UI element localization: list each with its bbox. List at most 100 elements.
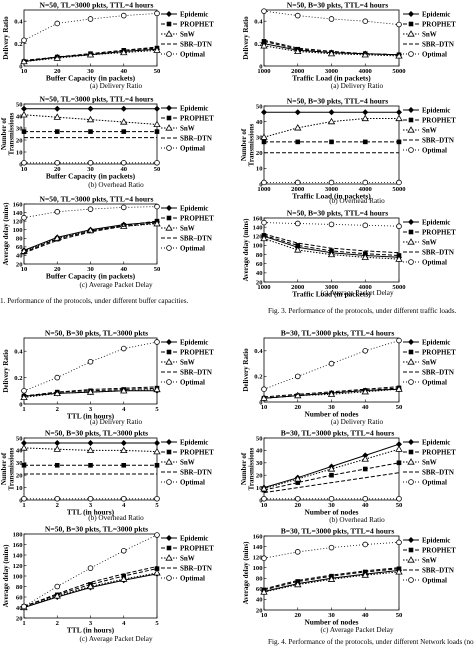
point-p7-4-1: [54, 374, 61, 381]
legend-label-p5-2: SnW: [422, 127, 437, 135]
legend-label-p8-2: SnW: [180, 459, 195, 467]
series-line-p9-4: [23, 534, 158, 607]
x-tick-label-p9-0: 1: [22, 620, 25, 627]
series-p2-4: [21, 160, 160, 166]
point-p9-2-1: [53, 592, 61, 599]
point-p5-2-4: [395, 114, 403, 122]
series-p1-4: [21, 10, 160, 44]
legend-marker-p1-4: [166, 51, 172, 57]
point-p10-2-4: [395, 385, 403, 392]
legend-label-p12-0: Epidemic: [422, 537, 450, 545]
y-axis-label-p3: Average delay (mins): [2, 202, 10, 266]
y-axis-label-p4: Delivery Ratio: [242, 16, 250, 60]
point-p2-4-1: [54, 160, 61, 166]
x-tick-label-p4-2: 3000: [325, 68, 339, 75]
y-tick-label-p11-0: 0: [259, 497, 263, 504]
legend-marker-p10-4: [408, 379, 414, 385]
point-p7-2-2: [86, 388, 95, 395]
legend-label-p8-1: PROPHET: [180, 449, 214, 457]
legend-label-p5-3: SBR–DTN: [422, 137, 454, 145]
x-tick-label-p5-2: 3000: [325, 186, 339, 193]
point-p2-0-4: [154, 105, 160, 112]
x-axis-label-p2: Buffer Capacity (in packets): [46, 172, 136, 181]
series-p4-3: [263, 39, 400, 56]
point-p6-2-2: [327, 250, 336, 258]
point-p12-4-2: [328, 544, 335, 551]
y-tick-label-p2-2: 20: [16, 137, 23, 144]
point-p4-4-0: [261, 8, 267, 14]
point-p9-2-3: [120, 575, 128, 582]
point-p3-2-2: [86, 226, 95, 234]
x-tick-label-p3-3: 40: [120, 266, 127, 273]
caption-p2: (b) Overhead Ratio: [88, 181, 144, 189]
point-p8-4-1: [54, 495, 61, 502]
point-p8-0-4: [154, 439, 160, 446]
point-p11-2-4: [395, 445, 403, 452]
series-p7-4: [21, 339, 160, 394]
series-p1-3: [23, 46, 158, 61]
y-tick-label-p6-0: 20: [256, 279, 263, 286]
legend-marker-p5-1: [408, 117, 414, 123]
y-tick-label-p7-0: 0: [19, 401, 23, 408]
point-p5-0-2: [328, 109, 335, 116]
point-p1-4-4: [154, 10, 160, 17]
point-p5-0-4: [396, 109, 402, 116]
point-p5-1-4: [396, 139, 402, 145]
y-tick-label-p8-2: 20: [16, 473, 23, 480]
x-tick-label-p11-2: 30: [328, 502, 335, 509]
legend-label-p1-2: SnW: [180, 31, 195, 39]
y-tick-label-p6-2: 60: [256, 261, 263, 268]
y-tick-label-p6-5: 120: [253, 234, 264, 241]
point-p7-2-4: [153, 385, 161, 393]
series-p8-4: [21, 495, 160, 502]
x-tick-label-p12-0: 10: [261, 612, 268, 619]
point-p4-2-1: [294, 47, 302, 55]
series-p6-4: [261, 219, 402, 230]
x-tick-label-p1-2: 30: [87, 68, 94, 75]
point-p9-2-4: [153, 569, 161, 576]
point-p8-1-0: [21, 462, 27, 468]
caption-p4: (a) Delivery Ratio: [330, 82, 384, 90]
legend-marker-p12-2: [407, 556, 415, 563]
x-tick-label-p12-1: 20: [294, 612, 301, 619]
legend-marker-p3-2: [165, 224, 173, 231]
y-tick-label-p10-2: 0.4: [254, 348, 263, 355]
legend-label-p9-1: PROPHET: [180, 545, 214, 553]
legend-marker-p5-2: [407, 126, 415, 133]
point-p9-2-2: [86, 582, 95, 590]
legend-label-p5-0: Epidemic: [422, 107, 450, 115]
caption-p11: (b) Overhead Ratio: [329, 516, 385, 524]
y-tick-label-p9-8: 180: [13, 531, 24, 538]
chart-title-p4: N=50, B=30 pkts, TTL=4 hours: [287, 1, 389, 10]
point-p5-4-2: [328, 179, 335, 186]
legend-label-p11-4: Optimal: [422, 479, 447, 487]
point-p2-0-0: [21, 105, 27, 112]
point-p12-4-4: [396, 539, 402, 546]
point-p8-4-4: [154, 495, 160, 502]
legend-label-p12-2: SnW: [422, 557, 437, 565]
point-p3-4-2: [87, 206, 94, 212]
point-p8-1-1: [54, 462, 60, 468]
caption-p8: (b) Overhead Ratio: [88, 514, 144, 522]
y-tick-label-p11-2: 20: [256, 473, 263, 480]
legend-marker-p12-4: [408, 577, 414, 583]
y-tick-label-p6-4: 100: [253, 243, 264, 250]
plot-frame-p5: [263, 105, 400, 185]
point-p2-2-2: [86, 115, 95, 123]
y-tick-label-p11-4: 40: [256, 448, 263, 455]
chart-title-p1: N=50, TL=3000 pkts, TTL=4 hours: [40, 1, 154, 10]
series-p12-4: [261, 539, 402, 562]
legend-label-p5-4: Optimal: [422, 147, 447, 155]
y-tick-label-p5-0: 0: [259, 181, 263, 188]
point-p4-4-3: [362, 18, 369, 25]
y-tick-label-p5-2: 20: [256, 150, 263, 157]
y-tick-label-p9-2: 60: [16, 594, 23, 601]
legend-label-p10-4: Optimal: [422, 379, 447, 387]
series-p6-2: [260, 234, 403, 262]
y-tick-label-p11-5: 50: [256, 435, 263, 442]
x-tick-label-p9-4: 5: [155, 620, 159, 627]
legend-marker-p7-1: [166, 349, 172, 355]
series-p10-2: [260, 385, 403, 401]
caption-p7: (a) Delivery Ratio: [89, 418, 143, 426]
series-p11-4: [261, 495, 402, 502]
